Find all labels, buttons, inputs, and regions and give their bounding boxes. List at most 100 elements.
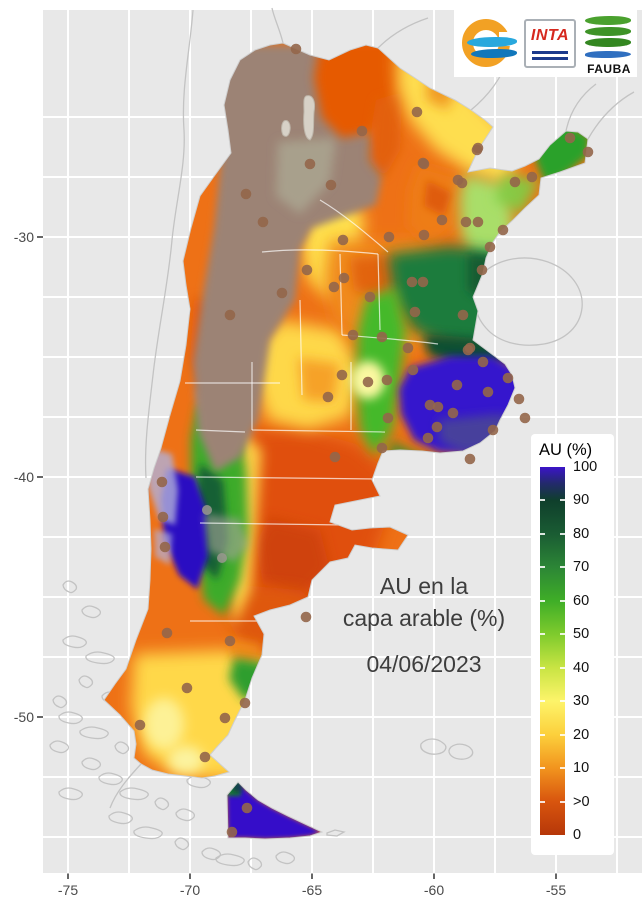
station-dot [411,106,423,118]
y-axis-tick-label: -50 [13,709,34,725]
fauba-logo: FAUBA [583,16,635,76]
station-dot [240,188,252,200]
legend-tick [560,733,565,736]
station-dot [257,216,269,228]
station-dot [328,281,340,293]
y-axis-tick-label: -30 [13,229,34,245]
station-dot [304,158,316,170]
station-dot [356,125,368,137]
legend-tick [560,532,565,535]
region-gray-patch-1 [204,514,248,562]
legend-label-90: 90 [573,492,590,509]
legend-label-60: 60 [573,592,590,609]
station-dot [471,144,483,156]
region-nw-andes-brown [193,45,384,472]
legend-colorbar [540,467,565,835]
station-dot [276,287,288,299]
station-dot [422,432,434,444]
y-axis-tick-label: -40 [13,469,34,485]
legend-label-100: 100 [573,459,598,475]
legend-tick [540,633,545,636]
station-dot [336,369,348,381]
station-dot [436,214,448,226]
legend-tick [560,499,565,502]
station-dot [239,697,251,709]
legend-label-20: 20 [573,726,590,743]
station-dot [402,342,414,354]
legend-tick [540,499,545,502]
annotation-line-2: capa arable (%) [342,605,506,631]
station-dot [509,176,521,188]
station-dot [241,802,253,814]
station-dot-gray [202,505,212,515]
region-south-red-core [256,518,330,600]
region-center-dark-1 [350,254,401,300]
station-dot [513,393,525,405]
legend-label->0: >0 [573,793,590,810]
station-dots [134,43,594,838]
x-axis-tick-label: -65 [301,882,323,898]
region-brown-edge-orange [370,92,402,178]
station-dot [462,344,474,356]
legend-label-10: 10 [573,760,590,777]
station-dot [329,451,341,463]
fauba-logo-text: FAUBA [587,62,631,76]
station-dot [447,407,459,419]
station-dot [464,453,476,465]
station-dot [338,272,350,284]
station-dot [417,276,429,288]
legend-tick [560,700,565,703]
station-dot [159,541,171,553]
legend-tick [540,532,545,535]
station-dot [376,331,388,343]
station-dot [460,216,472,228]
station-dot [432,401,444,413]
station-dot [224,309,236,321]
legend-title: AU (%) [539,441,593,459]
logo-panel: INTA FAUBA [454,8,637,77]
tierra-del-fuego-outline [226,781,324,840]
legend-label-80: 80 [573,525,590,542]
legend-tick [540,733,545,736]
argentina-outline [103,42,589,779]
province-borders [185,199,439,622]
station-dot [406,276,418,288]
x-axis-tick-label: -60 [423,882,445,898]
station-dot [161,627,173,639]
station-dot [477,356,489,368]
salt-flats [281,95,315,141]
station-dot [451,379,463,391]
station-dot [472,216,484,228]
station-dot [219,712,231,724]
station-dot [457,309,469,321]
axis-ticks [37,236,557,879]
station-dot [347,329,359,341]
annotation-line-1: AU en la [379,573,469,599]
station-dot [424,399,436,411]
station-dot [157,511,169,523]
station-dot [381,374,393,386]
legend: AU (%) 100 90 80 70 60 50 40 30 20 10 >0 0 [531,434,614,855]
station-dot [519,412,531,424]
station-dot [476,264,488,276]
station-dot [322,391,334,403]
legend-tick [540,700,545,703]
station-dot [409,306,421,318]
station-dot [290,43,302,55]
station-dot [582,146,594,158]
region-sc-pale-2 [168,746,204,774]
station-dot [181,682,193,694]
station-dot [199,751,211,763]
station-dot [382,412,394,424]
legend-label-40: 40 [573,659,590,676]
region-sc-pale-1 [144,698,184,750]
station-dot [156,476,168,488]
legend-tick [560,599,565,602]
station-dot [564,132,576,144]
legend-tick [560,633,565,636]
region-santafe-dark-core [424,180,452,216]
station-dot [497,224,509,236]
legend-label-70: 70 [573,559,590,576]
station-dot [482,386,494,398]
